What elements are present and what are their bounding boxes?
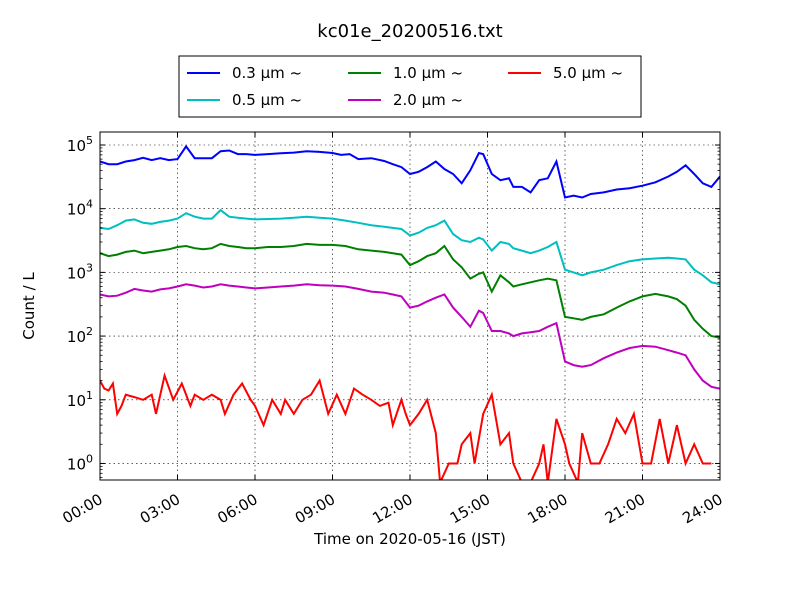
legend: 0.3 μm ~ 0.5 μm ~ 1.0 μm ~ 2.0 μm ~ 5.0 μm ~ — [178, 55, 642, 118]
y-tick-label-base: 10 — [67, 264, 86, 282]
legend-label-1-0um: 1.0 μm ~ — [393, 64, 463, 82]
y-tick-label: 100 — [67, 452, 93, 473]
y-axis-label: Count / L — [20, 272, 38, 340]
y-tick-label-exponent: 2 — [86, 325, 93, 338]
y-tick-label-exponent: 1 — [86, 389, 93, 402]
y-tick-label-base: 10 — [67, 328, 86, 346]
y-tick-label: 105 — [67, 134, 93, 155]
y-tick-label: 102 — [67, 325, 93, 346]
x-axis-label: Time on 2020-05-16 (JST) — [313, 530, 506, 548]
legend-label-5-0um: 5.0 μm ~ — [553, 64, 623, 82]
legend-label-0-5um: 0.5 μm ~ — [232, 91, 302, 109]
chart-title: kc01e_20200516.txt — [317, 21, 502, 42]
legend-label-0-3um: 0.3 μm ~ — [232, 64, 302, 82]
legend-label-2-0um: 2.0 μm ~ — [393, 91, 463, 109]
y-tick-label-base: 10 — [67, 455, 86, 473]
series-line-2-0um — [100, 283, 720, 390]
plot-series — [100, 144, 720, 480]
y-tick-label-exponent: 0 — [86, 452, 93, 465]
series-line-0-3um — [100, 144, 720, 199]
y-tick-label-base: 10 — [67, 137, 86, 155]
y-tick-label: 103 — [67, 261, 93, 282]
y-tick-label-exponent: 4 — [86, 198, 93, 211]
y-tick-label: 101 — [67, 389, 93, 410]
series-line-5-0um — [100, 372, 712, 480]
series-line-1-0um — [100, 242, 720, 339]
y-tick-label-base: 10 — [67, 392, 86, 410]
series-group — [100, 144, 720, 480]
y-tick-label-exponent: 3 — [86, 261, 93, 274]
y-tick-label: 104 — [67, 198, 93, 219]
series-line-0-5um — [100, 208, 720, 286]
legend-box — [178, 55, 642, 118]
y-tick-label-exponent: 5 — [86, 134, 93, 147]
y-tick-label-base: 10 — [67, 201, 86, 219]
